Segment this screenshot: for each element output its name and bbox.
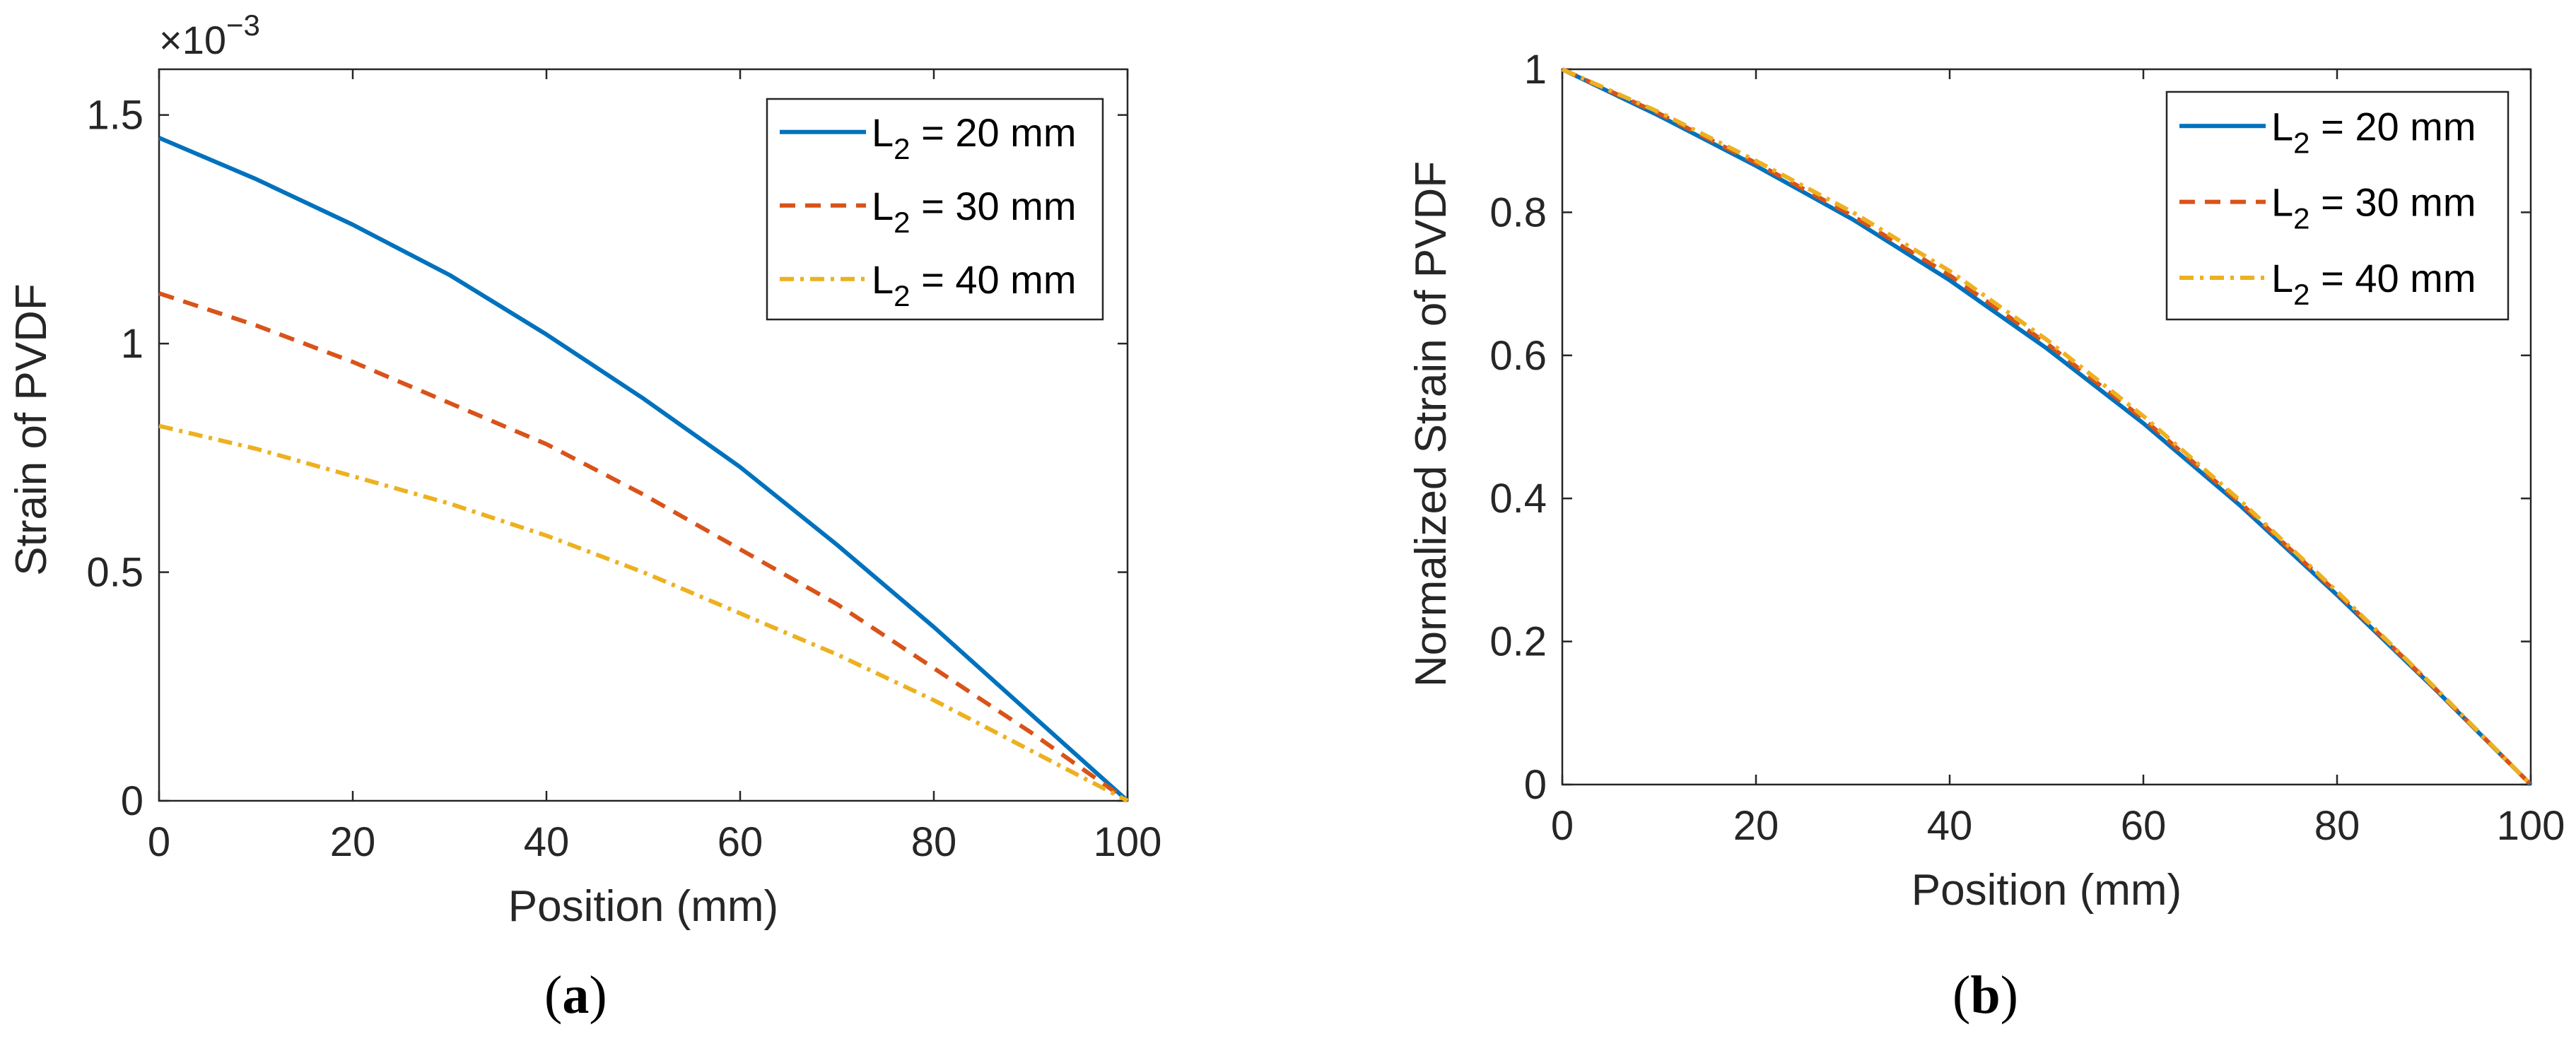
panel-a-y-axis-label: Strain of PVDF [7,283,56,575]
panel-b-legend-label-2: L2 = 30 mm [2271,180,2476,235]
panel-a-legend-label-1: L2 = 20 mm [872,110,1076,165]
panel-a-series-line-1 [158,136,1130,803]
panel-b-series-line-2 [1561,67,2533,787]
panel-a-y-exponent-power: −3 [226,8,260,42]
panel-a-y-tick-label: 0.5 [86,550,144,596]
panel-a-caption-close: ) [589,965,607,1025]
panel-a-legend-label-main: L [872,110,894,155]
panel-b-y-tick-label: 0.4 [1489,476,1547,522]
panel-b-y-axis-label: Normalized Strain of PVDF [1407,161,1456,687]
panel-a-caption-letter: a [562,965,590,1025]
panel-b-x-axis-label: Position (mm) [1911,866,2182,915]
panel-b-legend-label-main: L [2271,104,2293,148]
panel-a-legend-label-sub: 2 [894,132,910,165]
panel-a-legend-label-sub: 2 [894,279,910,312]
panel-a-legend-box [766,98,1104,321]
panel-b-legend-label-rest: = 20 mm [2310,104,2476,148]
panel-a-legend-label-rest: = 40 mm [911,257,1077,302]
panel-a-chart: 0 20 40 60 80 100 0 0.5 1 1.5 Position (mm) Strain … [7,8,1161,931]
panel-a-caption-open: ( [544,965,563,1025]
panel-a-series-line-2 [158,291,1129,803]
panel-b-caption: (b) [1953,965,2018,1026]
panel-b-legend-box [2165,90,2510,321]
panel-a-legend-label-rest: = 20 mm [911,110,1077,155]
panel-b-x-tick-label: 20 [1733,803,1779,849]
panel-b-legend-label-main: L [2271,256,2293,300]
panel-b-x-tick-label: 40 [1927,803,1973,849]
panel-b-series-line-1 [1561,67,2533,787]
panel-b-x-tick-label: 0 [1551,803,1574,849]
panel-b-x-tick-label: 60 [2121,803,2167,849]
panel-b-y-tick-label: 0.2 [1489,619,1547,665]
panel-b-legend-label-main: L [2271,180,2293,225]
panel-b-legend-label-1: L2 = 20 mm [2271,104,2476,159]
panel-a-x-tick-label: 20 [330,819,376,865]
panel-a-x-tick-label: 60 [718,819,763,865]
panel-b-legend-label-sub: 2 [2293,126,2309,159]
panel-a-x-axis-label: Position (mm) [508,882,778,931]
panel-b-x-tick-label: 100 [2497,803,2565,849]
panel-b-y-tick-label: 0.6 [1489,333,1547,379]
panel-b-legend-label-3: L2 = 40 mm [2271,256,2476,311]
panel-a-caption: (a) [544,965,607,1026]
panel-a-x-tick-label: 40 [524,819,570,865]
panel-b-legend-label-sub: 2 [2293,202,2309,235]
panel-a-x-tick-label: 80 [911,819,957,865]
panel-b-chart: 0 20 40 60 80 100 0 0.2 0.4 0.6 0.8 1 Position (mm) N… [1407,47,2565,915]
panel-a-legend-label-sub: 2 [894,206,910,239]
panel-a-y-exponent-base: ×10 [159,18,226,62]
panel-b-caption-open: ( [1953,965,1971,1025]
panel-b-y-tick-label: 1 [1524,47,1547,93]
panel-a-y-exponent-label: ×10−3 [159,8,260,62]
panel-a-x-tick-label: 100 [1094,819,1162,865]
panel-b-caption-close: ) [2000,965,2018,1025]
panel-a-legend-label-2: L2 = 30 mm [872,184,1076,239]
panel-b-caption-letter: b [1970,965,2001,1025]
panel-b-series-line-3 [1561,67,2533,787]
panel-a-y-tick-label: 0 [121,778,144,824]
panel-b-legend-label-sub: 2 [2293,278,2309,311]
panel-a-y-tick-label: 1.5 [86,93,144,139]
panel-b-legend-label-rest: = 40 mm [2310,256,2476,300]
panel-a-series-line-3 [158,423,1129,803]
panel-a-y-tick-label: 1 [121,321,144,367]
panel-b-y-tick-label: 0.8 [1489,189,1547,235]
panel-b-x-tick-label: 80 [2314,803,2360,849]
panel-a-legend-label-main: L [872,257,894,302]
panel-b-y-tick-label: 0 [1524,762,1547,808]
panel-a-legend-label-main: L [872,184,894,228]
panel-a-legend-label-3: L2 = 40 mm [872,257,1076,312]
panel-a-x-tick-label: 0 [148,819,170,865]
panel-b-legend-label-rest: = 30 mm [2310,180,2476,225]
panel-a-legend-label-rest: = 30 mm [911,184,1077,228]
